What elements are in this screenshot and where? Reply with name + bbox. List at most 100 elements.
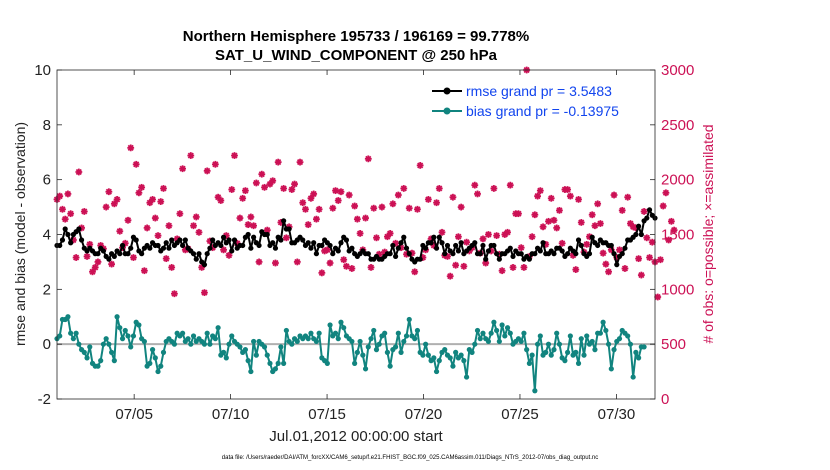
obs-count-marker xyxy=(116,228,123,235)
rmse-point xyxy=(390,243,395,248)
bias-point xyxy=(628,342,633,347)
rmse-point xyxy=(647,207,652,212)
bias-point xyxy=(254,353,259,358)
bias-point xyxy=(84,355,89,360)
obs-count-marker xyxy=(176,210,183,217)
obs-count-marker xyxy=(297,159,304,166)
obs-count-marker xyxy=(635,255,642,262)
rmse-point xyxy=(196,251,201,256)
bias-point xyxy=(609,366,614,371)
rmse-point xyxy=(622,246,627,251)
rmse-point xyxy=(344,237,349,242)
obs-count-marker xyxy=(275,159,282,166)
obs-count-marker xyxy=(299,199,306,206)
obs-count-marker xyxy=(362,215,369,222)
rmse-point xyxy=(497,257,502,262)
bias-point xyxy=(360,353,365,358)
bias-point xyxy=(404,333,409,338)
rmse-point xyxy=(494,251,499,256)
rmse-point xyxy=(166,246,171,251)
obs-count-marker xyxy=(458,204,465,211)
obs-count-marker xyxy=(280,185,287,192)
bias-point xyxy=(355,350,360,355)
bias-point xyxy=(213,336,218,341)
rmse-point xyxy=(478,251,483,256)
obs-count-marker xyxy=(127,144,134,151)
bias-point xyxy=(82,350,87,355)
rmse-point xyxy=(590,235,595,240)
rmse-point xyxy=(453,243,458,248)
rmse-point xyxy=(229,248,234,253)
bias-point xyxy=(71,336,76,341)
bias-point xyxy=(265,353,270,358)
obs-count-marker xyxy=(365,155,372,162)
legend: rmse grand pr = 3.5483 bias grand pr = -… xyxy=(420,80,648,123)
bias-point xyxy=(221,350,226,355)
obs-count-marker xyxy=(160,185,167,192)
rmse-point xyxy=(287,226,292,231)
obs-count-marker xyxy=(239,195,246,202)
obs-count-marker xyxy=(406,205,413,212)
obs-count-marker xyxy=(152,215,159,222)
obs-count-marker xyxy=(310,191,317,198)
obs-count-marker xyxy=(81,208,88,215)
bias-point xyxy=(633,350,638,355)
obs-count-marker xyxy=(600,250,607,257)
obs-count-marker xyxy=(190,222,197,229)
y-tick-label-right: 500 xyxy=(661,336,686,353)
rmse-point xyxy=(404,246,409,251)
obs-count-marker xyxy=(387,230,394,237)
rmse-point xyxy=(576,237,581,242)
obs-count-marker xyxy=(338,188,345,195)
obs-count-marker xyxy=(351,203,358,210)
obs-count-marker xyxy=(157,198,164,205)
obs-count-marker xyxy=(253,180,260,187)
obs-count-marker xyxy=(368,264,375,271)
obs-count-marker xyxy=(67,210,74,217)
obs-count-marker xyxy=(196,229,203,236)
obs-count-marker xyxy=(594,200,601,207)
obs-count-marker xyxy=(411,268,418,275)
bias-point xyxy=(486,339,491,344)
x-tick-label: 07/30 xyxy=(598,406,636,423)
obs-count-marker xyxy=(141,267,148,274)
bias-point xyxy=(117,325,122,330)
rmse-point xyxy=(573,251,578,256)
obs-count-marker xyxy=(313,216,320,223)
obs-count-marker xyxy=(624,194,631,201)
bias-point xyxy=(573,350,578,355)
bias-point xyxy=(150,347,155,352)
bias-point xyxy=(377,342,382,347)
bias-point xyxy=(554,331,559,336)
bias-point xyxy=(366,344,371,349)
bias-point xyxy=(180,331,185,336)
x-tick-label: 07/05 xyxy=(115,406,153,423)
rmse-point xyxy=(636,224,641,229)
obs-count-marker xyxy=(133,161,140,168)
rmse-point xyxy=(437,235,442,240)
obs-count-marker xyxy=(84,253,91,260)
obs-count-marker xyxy=(258,171,265,178)
x-tick-label: 07/25 xyxy=(501,406,539,423)
obs-count-marker xyxy=(75,169,82,176)
bias-point xyxy=(426,353,431,358)
bias-point xyxy=(363,366,368,371)
rmse-point xyxy=(117,251,122,256)
bias-point xyxy=(229,333,234,338)
bias-point xyxy=(601,320,606,325)
obs-count-marker xyxy=(480,235,487,242)
bias-point xyxy=(185,336,190,341)
obs-count-marker xyxy=(168,264,175,271)
legend-rmse-label: rmse grand pr = 3.5483 xyxy=(466,83,612,99)
rmse-point xyxy=(300,237,305,242)
bias-point xyxy=(480,331,485,336)
bias-point xyxy=(590,339,595,344)
data-file-footnote: data file: /Users/raeder/DAI/ATM_forcXX/… xyxy=(222,455,598,461)
obs-count-marker xyxy=(245,221,252,228)
obs-count-marker xyxy=(605,268,612,275)
rmse-point xyxy=(265,232,270,237)
bias-point xyxy=(568,333,573,338)
rmse-point xyxy=(319,243,324,248)
obs-count-marker xyxy=(389,200,396,207)
obs-count-marker xyxy=(490,185,497,192)
